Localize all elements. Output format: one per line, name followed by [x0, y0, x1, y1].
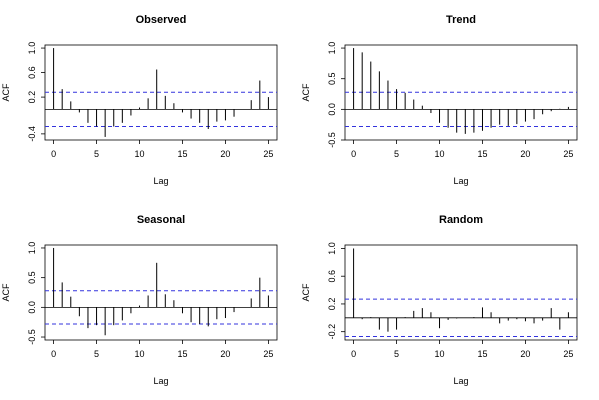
- x-tick-label: 5: [94, 149, 99, 159]
- x-tick-label: 10: [135, 149, 145, 159]
- y-tick-label: 0.0: [327, 103, 337, 116]
- y-axis-label: ACF: [1, 283, 11, 302]
- x-tick-label: 15: [477, 349, 487, 359]
- y-tick-label: -0.2: [327, 324, 337, 340]
- panel-title: Trend: [446, 14, 476, 26]
- y-tick-label: 1.0: [27, 42, 37, 55]
- y-tick-label: 1.0: [327, 242, 337, 255]
- y-tick-label: 0.5: [27, 271, 37, 284]
- y-tick-label: 0.6: [327, 270, 337, 283]
- x-tick-label: 20: [520, 149, 530, 159]
- x-axis-label: Lag: [153, 176, 168, 186]
- x-tick-label: 10: [435, 349, 445, 359]
- y-tick-label: 0.5: [327, 72, 337, 85]
- y-axis-label: ACF: [1, 83, 11, 102]
- panel-title: Random: [439, 214, 483, 226]
- y-tick-label: -0.4: [27, 126, 37, 142]
- x-tick-label: 0: [351, 349, 356, 359]
- x-tick-label: 0: [51, 349, 56, 359]
- y-axis-label: ACF: [301, 283, 311, 302]
- x-tick-label: 0: [51, 149, 56, 159]
- x-axis-label: Lag: [453, 376, 468, 386]
- x-tick-label: 20: [220, 149, 230, 159]
- x-tick-label: 5: [394, 349, 399, 359]
- x-tick-label: 5: [394, 149, 399, 159]
- x-axis-label: Lag: [453, 176, 468, 186]
- y-axis-label: ACF: [301, 83, 311, 102]
- x-tick-label: 20: [220, 349, 230, 359]
- panel-title: Seasonal: [137, 214, 185, 226]
- x-tick-label: 15: [177, 349, 187, 359]
- x-tick-label: 20: [520, 349, 530, 359]
- y-tick-label: 1.0: [327, 42, 337, 55]
- x-tick-label: 25: [263, 349, 273, 359]
- x-tick-label: 15: [477, 149, 487, 159]
- x-tick-label: 25: [263, 149, 273, 159]
- panel-title: Observed: [136, 14, 187, 26]
- y-tick-label: -0.5: [327, 132, 337, 148]
- x-tick-label: 25: [563, 149, 573, 159]
- x-tick-label: 25: [563, 349, 573, 359]
- x-tick-label: 10: [135, 349, 145, 359]
- y-tick-label: 0.6: [27, 66, 37, 79]
- y-tick-label: 0.2: [327, 298, 337, 311]
- plot-frame: [344, 244, 578, 341]
- x-tick-label: 15: [177, 149, 187, 159]
- x-tick-label: 10: [435, 149, 445, 159]
- x-axis-label: Lag: [153, 376, 168, 386]
- x-tick-label: 0: [351, 149, 356, 159]
- y-tick-label: 0.0: [27, 301, 37, 314]
- x-tick-label: 5: [94, 349, 99, 359]
- y-tick-label: 0.2: [27, 91, 37, 104]
- plot-frame: [44, 244, 278, 341]
- y-tick-label: -0.5: [27, 329, 37, 345]
- y-tick-label: 1.0: [27, 242, 37, 255]
